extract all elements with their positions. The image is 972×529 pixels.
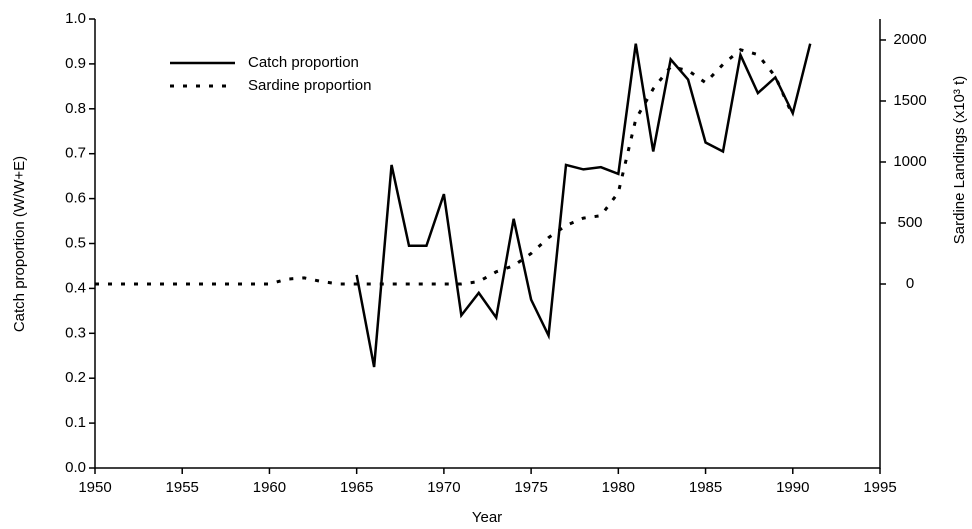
- x-tick-label: 1980: [602, 479, 635, 496]
- y2-axis-label: Sardine Landings (x10³ t): [951, 76, 968, 244]
- x-tick-label: 1985: [689, 479, 722, 496]
- x-tick-label: 1970: [427, 479, 460, 496]
- y-tick-label: 0.9: [65, 55, 86, 72]
- x-tick-label: 1975: [514, 479, 547, 496]
- y-tick-label: 0.4: [65, 279, 86, 296]
- y-tick-label: 0.8: [65, 100, 86, 117]
- y-tick-label: 0.6: [65, 190, 86, 207]
- y2-tick-label: 1000: [893, 153, 926, 170]
- y2-tick-label: 500: [897, 214, 922, 231]
- y-axis-label: Catch proportion (W/W+E): [11, 156, 28, 332]
- y-tick-label: 0.7: [65, 145, 86, 162]
- x-tick-label: 1990: [776, 479, 809, 496]
- y-tick-label: 0.5: [65, 234, 86, 251]
- y-tick-label: 1.0: [65, 10, 86, 27]
- legend-label: Sardine proportion: [248, 77, 371, 94]
- x-tick-label: 1960: [253, 479, 286, 496]
- x-tick-label: 1965: [340, 479, 373, 496]
- y-tick-label: 0.1: [65, 414, 86, 431]
- y2-tick-label: 0: [906, 275, 914, 292]
- y-tick-label: 0.2: [65, 369, 86, 386]
- legend-label: Catch proportion: [248, 54, 359, 71]
- x-tick-label: 1955: [166, 479, 199, 496]
- y2-tick-label: 2000: [893, 31, 926, 48]
- series-line: [355, 43, 812, 368]
- y2-tick-label: 1500: [893, 92, 926, 109]
- x-tick-label: 1950: [78, 479, 111, 496]
- y-tick-label: 0.3: [65, 324, 86, 341]
- y-tick-label: 0.0: [65, 459, 86, 476]
- x-tick-label: 1995: [863, 479, 896, 496]
- x-axis-label: Year: [472, 509, 502, 526]
